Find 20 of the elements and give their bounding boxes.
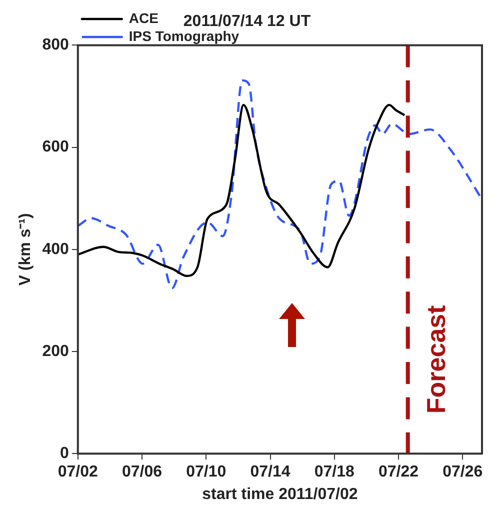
- y-tick-label: 800: [42, 36, 69, 54]
- x-tick-label: 07/18: [314, 464, 354, 481]
- chart-title: 2011/07/14 12 UT: [183, 13, 311, 30]
- x-axis-title: start time 2011/07/02: [202, 486, 358, 503]
- line-series: [78, 104, 406, 278]
- x-tick-label: 07/02: [58, 464, 98, 481]
- y-tick-label: 200: [42, 342, 69, 360]
- y-axis-title: V (km s⁻¹): [17, 213, 34, 286]
- x-tick-label: 07/22: [378, 464, 419, 481]
- x-tick-label: 07/06: [122, 464, 162, 481]
- x-tick-label: 07/14: [250, 464, 290, 481]
- x-tick-label: 07/10: [186, 464, 226, 481]
- x-tick-label: 07/26: [442, 464, 483, 481]
- y-tick-label: 0: [60, 445, 69, 462]
- legend-label: IPS Tomography: [128, 28, 240, 44]
- line-series: [78, 79, 482, 290]
- y-tick-label: 600: [42, 138, 69, 156]
- y-tick-label: 400: [42, 240, 69, 258]
- ref-line-label: Forecast: [421, 304, 452, 414]
- legend-label: ACE: [128, 10, 158, 26]
